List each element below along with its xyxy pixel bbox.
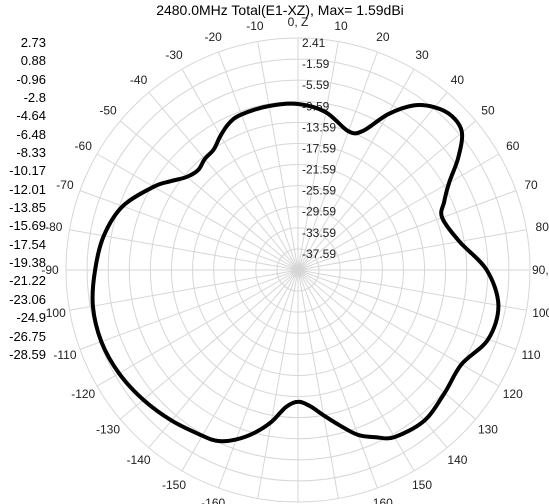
grid-spoke — [148, 269, 299, 449]
grid-spoke — [297, 68, 415, 271]
angle-tick-label: -20 — [205, 30, 223, 44]
grid-spoke — [69, 229, 299, 271]
color-scale-labels: 2.73 0.88 -0.96 -2.8 -4.64 -6.48 -8.33 -10.17 -1… — [0, 34, 50, 364]
angle-tick-label: 120 — [503, 387, 523, 401]
angle-tick-label: -160 — [201, 496, 225, 504]
color-scale-label: -21.22 — [9, 273, 46, 289]
angle-tick-label: 70 — [524, 178, 538, 192]
angle-tick-label: 100 — [532, 306, 549, 320]
angle-tick-label: -80 — [45, 220, 63, 234]
color-scale-label: -8.33 — [16, 145, 46, 161]
angle-tick-label: 80 — [536, 220, 549, 234]
grid-spoke — [297, 269, 527, 311]
grid-spoke — [119, 120, 299, 271]
angle-tick-label: -30 — [165, 48, 183, 62]
radial-tick-label: -1.59 — [302, 57, 330, 71]
color-scale-label: -12.01 — [9, 181, 46, 197]
grid-spoke — [297, 269, 500, 387]
grid-spoke — [297, 41, 339, 271]
color-scale-label: -26.75 — [9, 328, 46, 344]
grid-spoke — [69, 269, 299, 311]
grid-spoke — [96, 153, 299, 271]
radial-tick-label: -25.59 — [302, 184, 336, 198]
angle-tick-label: 40 — [451, 73, 465, 87]
chart-title: 2480.0MHz Total(E1-XZ), Max= 1.59dBi — [156, 2, 404, 18]
grid-spoke — [297, 269, 448, 449]
radial-tick-label: -33.59 — [302, 226, 336, 240]
grid-spoke — [297, 51, 378, 271]
angle-tick-label: -130 — [96, 422, 120, 436]
color-scale-label: -2.8 — [23, 90, 46, 106]
angle-tick-label: 20 — [376, 30, 390, 44]
color-scale-label: -0.96 — [16, 71, 46, 87]
angle-tick-label: -110 — [53, 348, 76, 362]
angle-tick-label: 130 — [478, 422, 498, 436]
angle-tick-label: -70 — [56, 178, 74, 192]
grid-spoke — [297, 190, 517, 271]
radial-tick-label: 2.41 — [302, 36, 326, 50]
color-scale-label: 2.73 — [20, 35, 46, 50]
angle-tick-label: -40 — [130, 73, 148, 87]
grid-spoke — [297, 120, 477, 271]
angle-tick-label: 10 — [334, 19, 348, 33]
pattern-trace — [90, 101, 501, 444]
grid-spoke — [297, 269, 517, 350]
grid-spoke — [297, 269, 378, 489]
grid-spoke — [119, 269, 299, 420]
color-scale-label: -15.69 — [9, 218, 46, 234]
color-scale-label: -23.06 — [9, 291, 46, 307]
radial-tick-label: -5.59 — [302, 78, 330, 92]
angle-tick-label: 60 — [506, 139, 520, 153]
grid-spoke — [181, 68, 299, 271]
radial-tick-label: -29.59 — [302, 205, 336, 219]
angle-tick-label: -100 — [42, 306, 66, 320]
angle-tick-label: 110 — [521, 348, 540, 362]
color-scale-label: -24.9 — [16, 310, 46, 326]
angle-tick-label: 160 — [373, 496, 393, 504]
color-scale-label: -28.59 — [9, 346, 46, 362]
color-scale-label: -4.64 — [16, 108, 46, 124]
color-scale-label: -10.17 — [9, 163, 46, 179]
angle-tick-label: -60 — [75, 139, 93, 153]
grid-spoke — [297, 229, 527, 271]
color-scale-label: -17.54 — [9, 236, 46, 252]
grid-spoke — [218, 269, 299, 489]
angle-tick-label: -140 — [127, 453, 151, 467]
grid-spoke — [218, 51, 299, 271]
angle-tick-label: 140 — [447, 453, 467, 467]
grid-spoke — [148, 91, 299, 271]
grid-spoke — [257, 41, 299, 271]
color-scale-label: -13.85 — [9, 200, 46, 216]
angle-tick-label: -150 — [162, 478, 186, 492]
angle-tick-label: -90 — [41, 263, 59, 277]
angle-tick-label: 150 — [412, 478, 432, 492]
color-scale-label: -19.38 — [9, 255, 46, 271]
radial-tick-label: -17.59 — [302, 141, 336, 155]
angle-tick-label: -10 — [246, 19, 264, 33]
angle-tick-label: 50 — [481, 104, 495, 118]
grid-spoke — [257, 269, 299, 499]
color-scale-label: -6.48 — [16, 126, 46, 142]
radial-tick-label: -37.59 — [302, 247, 336, 261]
grid-spoke — [96, 269, 299, 387]
grid-spoke — [297, 153, 500, 271]
grid-spoke — [297, 91, 448, 271]
angle-tick-label: -50 — [99, 104, 117, 118]
angle-tick-label: 0, Z — [288, 15, 309, 29]
grid-spoke — [79, 269, 299, 350]
angle-tick-label: 30 — [415, 48, 429, 62]
grid-spoke — [297, 269, 339, 499]
angle-tick-label: 90, X — [532, 263, 549, 277]
grid-spoke — [79, 190, 299, 271]
radial-tick-label: -13.59 — [302, 120, 336, 134]
radial-tick-label: -21.59 — [302, 163, 336, 177]
color-scale-label: 0.88 — [20, 53, 46, 69]
angle-tick-label: -120 — [71, 387, 95, 401]
